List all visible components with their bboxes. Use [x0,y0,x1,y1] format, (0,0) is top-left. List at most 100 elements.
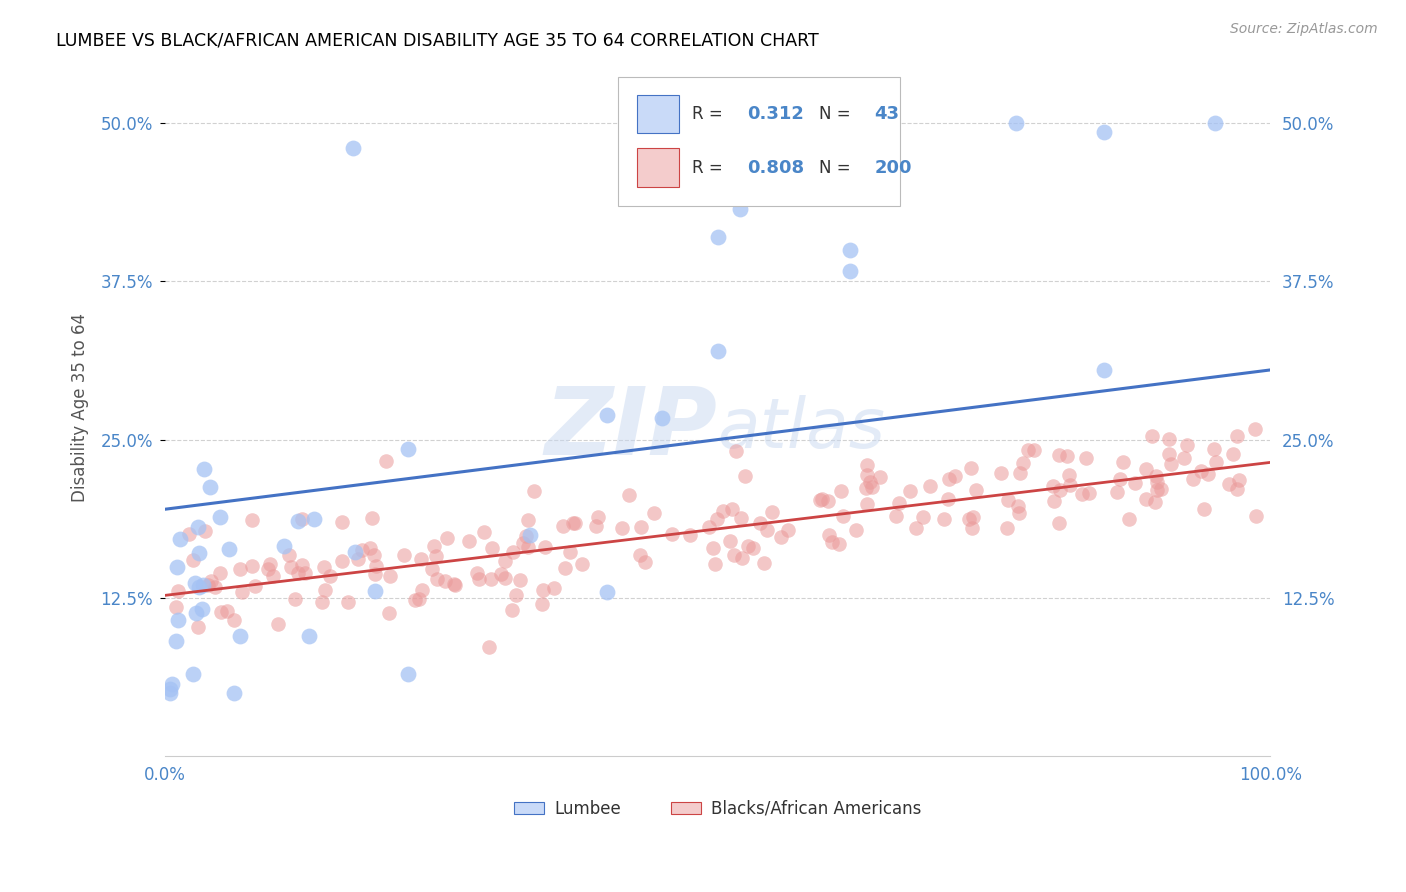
Point [748,516,770,531]
Point [187,619,209,633]
Point [679,528,702,542]
Point [1222,447,1244,461]
Point [411,583,433,598]
Point [1135,492,1157,507]
Point [554,560,576,574]
Point [426,572,449,586]
Point [817,494,839,508]
Point [312,559,335,574]
Point [291,512,314,526]
Point [724,443,747,458]
Point [336,595,359,609]
FancyBboxPatch shape [637,95,679,133]
Point [856,467,879,482]
Point [159,686,181,700]
Point [1078,486,1101,500]
Point [706,512,728,526]
Point [1047,516,1070,530]
Point [423,539,446,553]
Point [534,541,557,555]
Point [1071,487,1094,501]
Point [596,408,619,422]
Point [183,575,205,590]
Point [208,509,231,524]
Point [776,523,799,537]
Point [229,562,252,576]
Point [1157,433,1180,447]
Point [932,512,955,526]
Point [444,578,467,592]
Point [596,584,619,599]
Point [193,462,215,476]
Point [231,585,253,599]
Point [404,592,426,607]
Point [965,483,987,497]
Point [1177,438,1199,452]
Point [187,519,209,533]
Point [630,520,652,534]
Point [855,498,877,512]
Point [209,606,232,620]
Point [1204,442,1226,457]
Point [887,496,910,510]
Point [481,541,503,556]
Point [364,584,387,599]
Point [845,524,868,538]
Point [839,264,862,278]
Point [433,574,456,589]
Point [443,576,465,591]
Text: R =: R = [692,159,728,177]
Point [262,568,284,582]
Point [280,560,302,574]
Point [396,442,419,457]
Point [200,480,222,494]
Point [392,548,415,562]
Point [240,513,263,527]
Point [855,482,877,496]
Point [827,537,849,551]
Point [1107,484,1129,499]
Point [1150,482,1173,496]
Point [479,572,502,586]
Point [737,539,759,553]
Point [957,511,980,525]
Point [347,551,370,566]
Point [702,541,724,555]
Point [832,508,855,523]
Text: 0.312: 0.312 [748,105,804,123]
Point [808,492,831,507]
Point [505,589,527,603]
Point [512,536,534,550]
Point [860,480,883,494]
Point [188,546,211,560]
Point [169,532,191,546]
Point [723,548,745,562]
Point [204,580,226,594]
Point [420,562,443,576]
Point [478,640,501,654]
Point [884,509,907,524]
Point [342,141,364,155]
Point [1192,501,1215,516]
Point [425,549,447,563]
Point [938,472,960,486]
Point [294,566,316,580]
Legend: Lumbee, Blacks/African Americans: Lumbee, Blacks/African Americans [508,793,928,824]
Point [960,460,983,475]
Point [297,629,319,643]
Point [711,503,734,517]
Point [409,552,432,566]
Point [1043,493,1066,508]
Point [287,514,309,528]
Point [1108,472,1130,486]
Point [1094,363,1116,377]
Point [160,677,183,691]
Point [291,558,314,572]
Point [571,557,593,571]
Point [491,567,513,582]
Point [820,535,842,549]
Point [610,521,633,535]
Point [166,560,188,574]
Point [188,580,211,594]
Point [1205,455,1227,469]
